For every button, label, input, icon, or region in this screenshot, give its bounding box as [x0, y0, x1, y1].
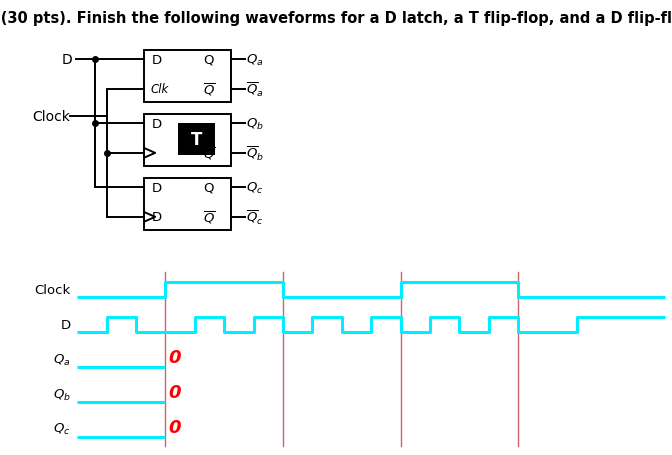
Bar	[178, 124, 216, 156]
Text: Q3 (30 pts). Finish the following waveforms for a D latch, a T flip-flop, and a : Q3 (30 pts). Finish the following wavefo…	[0, 11, 672, 26]
Text: D: D	[152, 54, 162, 66]
Text: Clock: Clock	[33, 110, 71, 124]
Text: $\overline{Q}_c$: $\overline{Q}_c$	[247, 208, 264, 227]
Text: 0: 0	[169, 418, 181, 436]
Text: $Q_a$: $Q_a$	[247, 52, 264, 68]
Text: D: D	[152, 117, 162, 131]
Text: $Q_a$: $Q_a$	[53, 352, 71, 367]
Text: $\overline{Q}_a$: $\overline{Q}_a$	[247, 81, 264, 99]
Text: $\overline{Q}$: $\overline{Q}$	[203, 81, 216, 98]
Text: Q: Q	[203, 54, 214, 66]
Text: $Q_b$: $Q_b$	[52, 387, 71, 402]
Text: 0: 0	[169, 383, 181, 401]
Text: D: D	[152, 211, 162, 224]
Bar	[144, 51, 231, 103]
Text: Clk: Clk	[151, 83, 169, 96]
Text: $Q_c$: $Q_c$	[247, 180, 263, 195]
Text: D: D	[62, 53, 73, 67]
Text: $\overline{Q}$: $\overline{Q}$	[203, 209, 216, 226]
Text: Clock: Clock	[34, 283, 71, 297]
Text: 0: 0	[169, 349, 181, 366]
Text: D: D	[152, 182, 162, 194]
Text: T: T	[192, 131, 202, 149]
Text: D: D	[60, 318, 71, 331]
Bar	[144, 178, 231, 230]
Text: $\overline{Q}$: $\overline{Q}$	[203, 145, 216, 162]
Text: $\overline{Q}_b$: $\overline{Q}_b$	[247, 144, 264, 163]
Text: $Q_c$: $Q_c$	[53, 421, 71, 436]
Text: Q: Q	[203, 182, 214, 194]
Text: $Q_b$: $Q_b$	[247, 116, 264, 131]
Bar	[144, 115, 231, 167]
